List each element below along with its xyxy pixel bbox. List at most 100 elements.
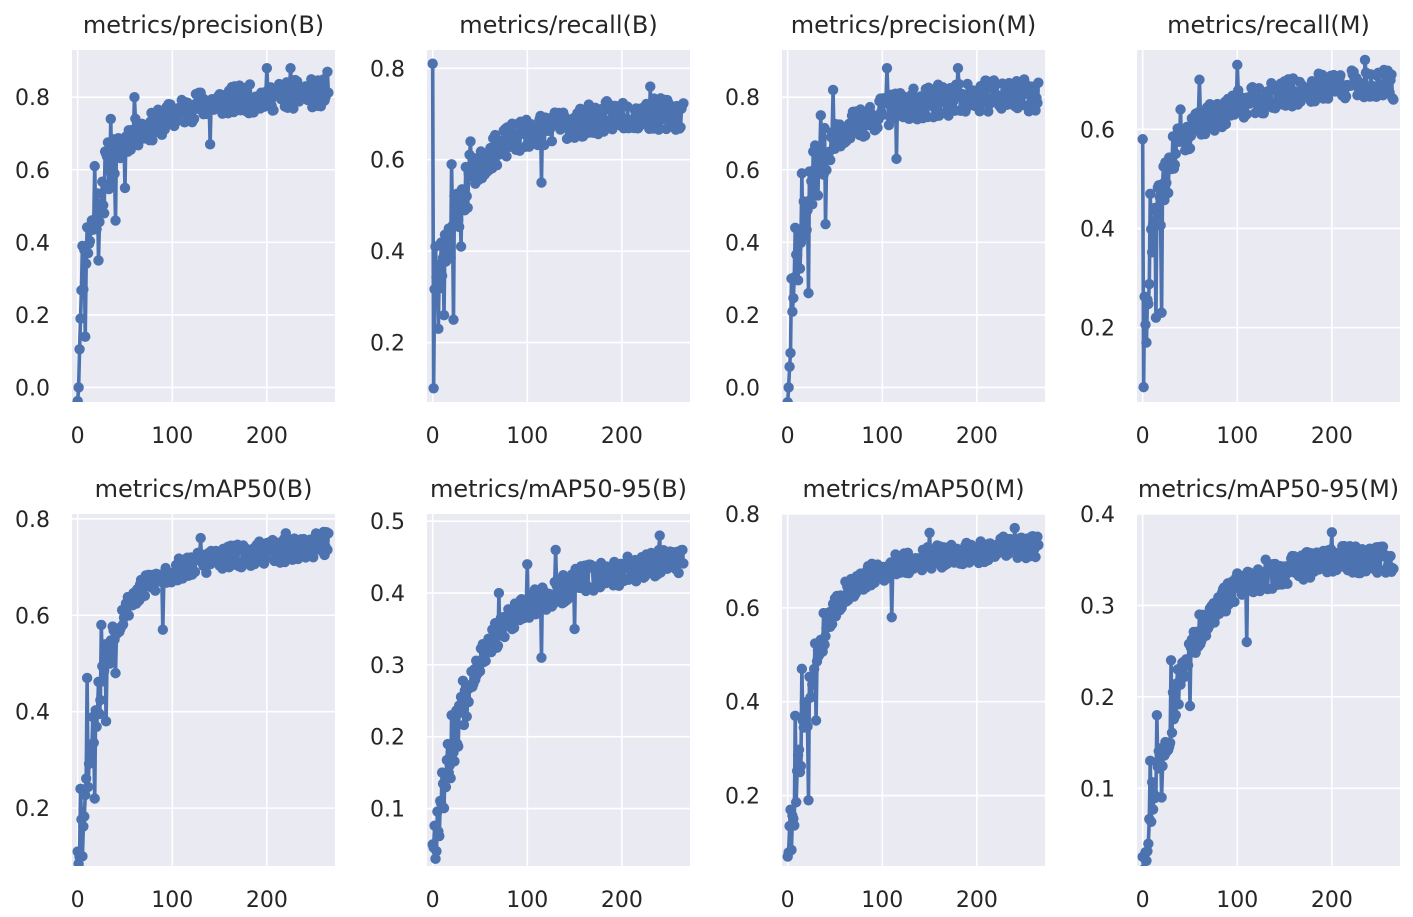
- data-point: [445, 252, 456, 264]
- y-tick-label: 0.6: [1080, 118, 1115, 143]
- data-point: [79, 811, 90, 822]
- y-tick-label: 0.4: [725, 231, 760, 256]
- data-point: [285, 62, 296, 74]
- subplot-4: metrics/recall(M) 0 100 200 0.2 0.4 0.6: [1080, 11, 1400, 449]
- data-point: [440, 781, 452, 793]
- data-point: [546, 135, 558, 147]
- data-point: [433, 323, 444, 335]
- data-point: [1322, 93, 1334, 104]
- data-point: [1165, 655, 1177, 666]
- data-point: [1182, 660, 1194, 671]
- data-point: [1229, 596, 1240, 608]
- data-point: [1175, 104, 1186, 115]
- data-point: [78, 821, 89, 832]
- data-point: [81, 672, 93, 684]
- data-point: [431, 845, 442, 857]
- data-point: [1170, 709, 1181, 721]
- data-point: [455, 241, 467, 252]
- data-point: [427, 58, 438, 69]
- data-point: [323, 87, 334, 98]
- data-point: [1141, 855, 1152, 866]
- data-point: [536, 652, 547, 663]
- data-point: [73, 382, 84, 393]
- data-point: [810, 715, 822, 726]
- x-tick-label: 200: [1311, 888, 1353, 913]
- data-point: [188, 113, 200, 125]
- data-point: [815, 110, 826, 121]
- data-point: [322, 544, 333, 556]
- data-point: [1032, 531, 1043, 542]
- data-point: [677, 544, 688, 556]
- x-tick-label: 100: [861, 424, 903, 449]
- data-point: [80, 789, 91, 801]
- data-point: [881, 62, 893, 74]
- data-point: [98, 200, 109, 211]
- subplot-title: metrics/precision(B): [83, 11, 324, 39]
- data-point: [976, 98, 987, 109]
- data-point: [1145, 816, 1157, 828]
- data-point: [1388, 563, 1399, 575]
- data-point: [1143, 298, 1154, 310]
- y-tick-label: 0.0: [15, 376, 50, 401]
- data-point: [974, 106, 985, 117]
- data-point: [860, 130, 871, 141]
- data-point: [449, 756, 460, 767]
- data-point: [795, 760, 807, 772]
- data-point: [1335, 70, 1346, 81]
- data-point: [98, 676, 109, 687]
- data-point: [1147, 804, 1159, 815]
- x-tick-label: 0: [71, 424, 85, 449]
- data-point: [480, 655, 491, 667]
- data-point: [109, 168, 120, 179]
- data-point: [1151, 709, 1163, 721]
- y-tick-label: 0.3: [370, 654, 405, 679]
- y-tick-label: 0.6: [370, 149, 405, 174]
- data-point: [1386, 69, 1397, 80]
- data-point: [84, 235, 96, 247]
- data-point: [826, 618, 838, 630]
- data-point: [430, 853, 441, 865]
- data-point: [463, 696, 474, 708]
- data-point: [1184, 143, 1196, 154]
- data-point: [93, 255, 104, 266]
- x-tick-label: 100: [861, 888, 903, 913]
- data-point: [491, 160, 503, 171]
- subplot-6: metrics/mAP50-95(B) 0 100 200 0.1 0.2 0.3 0.4 0.…: [370, 475, 690, 913]
- data-point: [201, 567, 212, 579]
- data-point: [645, 81, 656, 92]
- data-point: [1220, 118, 1232, 130]
- x-tick-label: 0: [781, 888, 795, 913]
- data-point: [953, 78, 965, 90]
- data-point: [952, 62, 964, 74]
- x-tick-label: 200: [956, 424, 998, 449]
- data-point: [819, 122, 830, 134]
- data-point: [323, 528, 334, 539]
- data-point: [801, 224, 812, 236]
- data-point: [442, 738, 454, 750]
- x-tick-label: 100: [151, 424, 193, 449]
- data-point: [1282, 578, 1293, 590]
- data-point: [1142, 846, 1153, 857]
- x-tick-label: 0: [71, 888, 85, 913]
- data-point: [548, 598, 559, 609]
- data-point: [956, 88, 967, 99]
- data-point: [800, 703, 811, 714]
- data-point: [820, 218, 831, 230]
- data-point: [808, 678, 819, 690]
- data-point: [458, 719, 470, 731]
- data-point: [492, 640, 504, 651]
- data-point: [827, 84, 839, 96]
- y-tick-label: 0.8: [15, 508, 50, 533]
- data-point: [1140, 319, 1151, 330]
- data-point: [1161, 177, 1172, 189]
- subplot-title: metrics/mAP50-95(M): [1138, 475, 1399, 503]
- data-point: [794, 263, 806, 274]
- y-tick-label: 0.2: [725, 785, 760, 810]
- data-point: [89, 160, 100, 172]
- data-point: [1146, 777, 1158, 788]
- data-point: [1157, 760, 1168, 772]
- data-point: [434, 830, 445, 842]
- subplot-5: metrics/mAP50(B) 0 100 200 0.2 0.4 0.6 0.8: [15, 475, 335, 913]
- subplot-3: metrics/precision(M) 0 100 200 0.0 0.2 0.4 0.6 0…: [725, 11, 1045, 449]
- data-point: [322, 66, 333, 77]
